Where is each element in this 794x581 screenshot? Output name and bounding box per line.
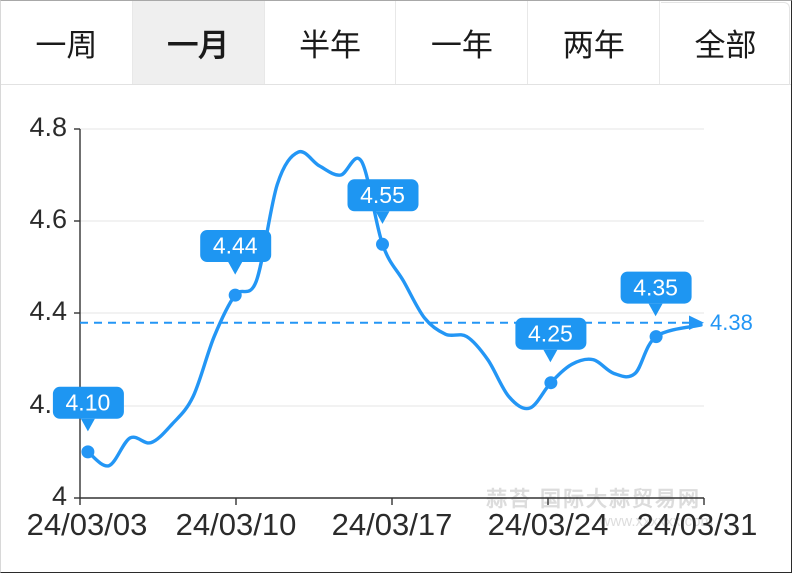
svg-text:24/03/24: 24/03/24 bbox=[488, 507, 609, 542]
svg-text:4.10: 4.10 bbox=[66, 390, 111, 416]
svg-text:24/03/31: 24/03/31 bbox=[637, 507, 758, 542]
svg-text:4.44: 4.44 bbox=[213, 233, 258, 259]
svg-text:4.6: 4.6 bbox=[29, 204, 67, 234]
svg-text:24/03/17: 24/03/17 bbox=[332, 507, 453, 542]
svg-text:4.35: 4.35 bbox=[633, 274, 678, 300]
svg-text:4.25: 4.25 bbox=[528, 320, 573, 346]
svg-text:24/03/03: 24/03/03 bbox=[27, 507, 148, 542]
svg-text:24/03/10: 24/03/10 bbox=[176, 507, 297, 542]
svg-text:4.55: 4.55 bbox=[360, 182, 405, 208]
svg-text:4.38: 4.38 bbox=[710, 310, 753, 335]
svg-text:4.8: 4.8 bbox=[29, 112, 67, 142]
svg-text:4.4: 4.4 bbox=[29, 296, 67, 326]
